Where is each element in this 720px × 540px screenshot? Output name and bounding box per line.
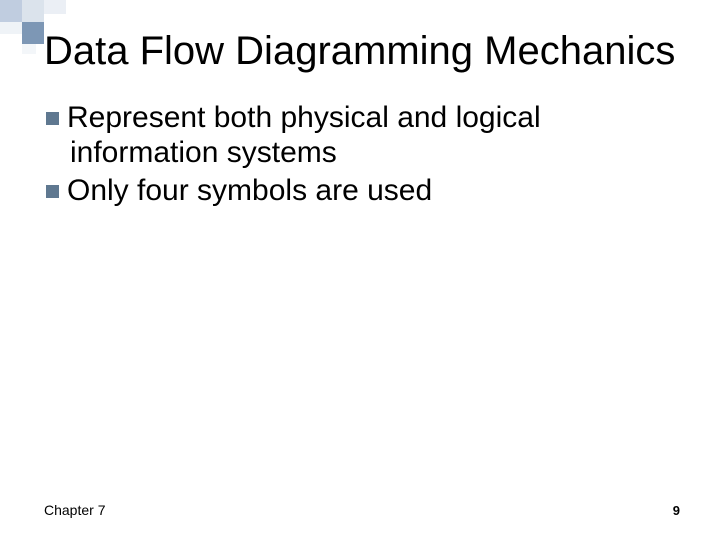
square-bullet-icon	[46, 185, 59, 198]
slide-title: Data Flow Diagramming Mechanics	[44, 28, 680, 74]
slide: Data Flow Diagramming Mechanics Represen…	[0, 0, 720, 540]
bullet-text: Only four symbols are used	[67, 174, 432, 207]
bullet-item: Represent both physical and logical info…	[46, 100, 680, 171]
bullet-text: Represent both physical and logical info…	[67, 101, 541, 169]
footer-chapter: Chapter 7	[44, 502, 105, 518]
square-bullet-icon	[46, 112, 59, 125]
footer-page-number: 9	[673, 503, 680, 518]
bullet-list: Represent both physical and logical info…	[44, 100, 680, 208]
bullet-item: Only four symbols are used	[46, 173, 680, 208]
